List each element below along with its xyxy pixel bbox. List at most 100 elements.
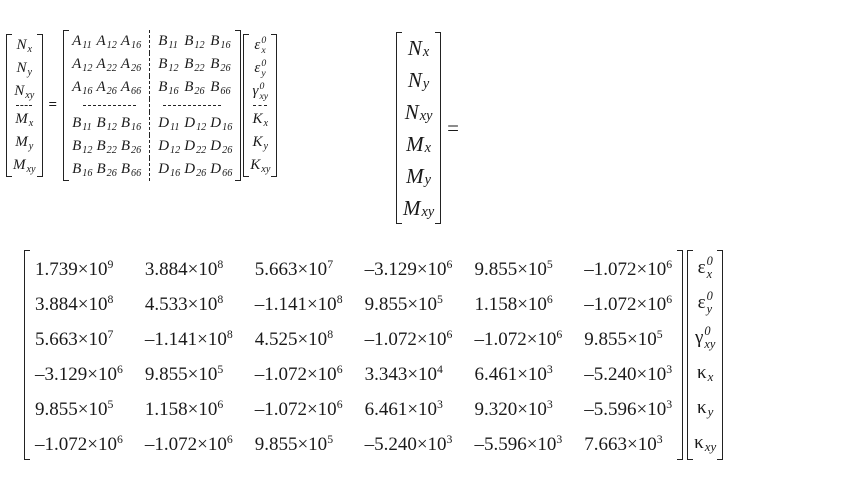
subscript: 26 [222,144,233,156]
matrix-cell: B 12 [70,135,94,158]
superscript: 0 [261,34,267,46]
matrix-cell: D 16 [149,158,182,181]
mantissa: 9.855 [474,259,518,280]
mantissa: –1.141 [144,329,198,350]
matrix-cell: –1.072×106 [584,285,672,320]
mantissa: –1.141 [254,294,307,315]
matrix-cell: 9.855×105 [255,425,343,460]
symbol-base: D [210,115,222,131]
matrix-cell: –5.596×103 [474,425,562,460]
symbol-base: A [120,33,130,49]
subscript: 22 [196,144,207,156]
subscript: x [706,266,713,281]
symbol-base: D [158,138,170,154]
symbol: B 11 [158,33,178,51]
exponent: 3 [666,397,673,411]
symbol: A 16 [72,79,92,97]
subscript: xy [704,439,717,455]
superscript: 0 [706,289,713,304]
numeric-matrix: 1.739×109 3.884×108 5.663×107 –3.129×106 9.8… [24,250,684,460]
dashed-separator [253,105,268,106]
matrix-cell: B 11 [70,112,94,135]
symbol-base: B [184,79,194,95]
matrix-cell: 3.343×104 [365,355,453,390]
matrix-cell: D 26 [208,135,234,158]
times-ten: ×10 [517,259,547,280]
mantissa: 3.884 [35,294,78,315]
subscript: 26 [196,167,207,179]
exponent: 5 [327,432,334,446]
script-stack: 0 xy [704,325,715,350]
matrix-cell: 6.461×103 [365,390,453,425]
subscript: 11 [170,121,180,133]
symbol: B 26 [96,161,116,179]
symbol-base: M [403,195,421,220]
matrix-cell: 9.855×105 [474,250,562,285]
mantissa: –1.072 [254,364,307,385]
superscript: 0 [261,57,267,69]
symbol-base: A [120,56,130,72]
mantissa: –1.072 [144,434,198,455]
matrix-cell: A 16 [119,30,149,53]
mantissa: –1.072 [254,399,307,420]
times-ten: ×10 [187,259,218,280]
mantissa: 6.461 [474,364,518,385]
symbol: D 12 [158,138,180,156]
symbol-base: B [210,79,220,95]
subscript: xy [259,90,269,102]
superscript: 0 [259,80,265,92]
symbol: A 12 [72,56,92,74]
times-ten: ×10 [187,399,218,420]
matrix-cell: 1.158×106 [474,285,562,320]
symbol-base: B [120,161,130,177]
subscript: 26 [131,62,142,74]
times-ten: ×10 [416,259,447,280]
mantissa: –1.072 [584,294,637,315]
mantissa: –3.129 [364,259,417,280]
symbol-base: K [252,111,263,127]
matrix-cell: B 26 [119,135,149,158]
exponent: 6 [226,432,233,446]
mantissa: 9.855 [35,399,78,420]
times-ten: ×10 [77,259,108,280]
exponent: 6 [336,362,343,376]
mantissa: –1.072 [474,329,527,350]
symbol-base: κ [697,361,707,383]
subscript: y [706,301,713,316]
subscript: 12 [82,144,93,156]
subscript: 22 [106,62,117,74]
exponent: 7 [327,257,334,271]
mantissa: –5.240 [584,364,637,385]
mantissa: –3.129 [35,364,88,385]
subscript: xy [25,89,35,101]
symbol: D 16 [210,115,232,133]
matrix-cell: D 26 [182,158,208,181]
times-ten: ×10 [297,434,328,455]
mantissa: 5.663 [35,329,78,350]
mantissa: 4.533 [144,294,188,315]
symbol-base: B [72,161,82,177]
times-ten: ×10 [416,434,447,455]
symbol: B 12 [72,138,93,156]
symbol-base: A [96,79,106,95]
exponent: 8 [327,327,334,341]
